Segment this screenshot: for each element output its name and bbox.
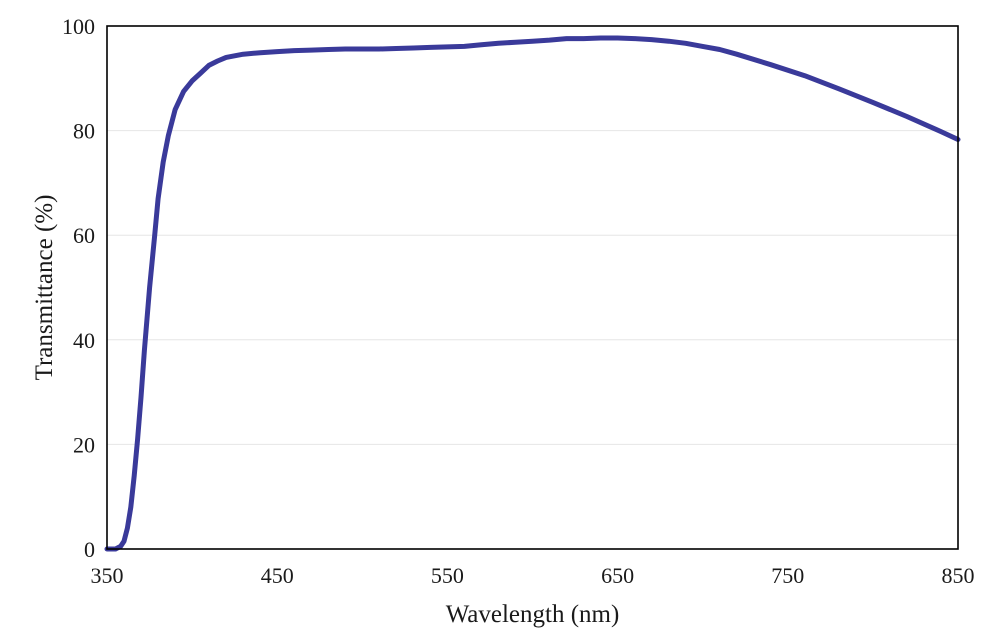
x-tick-label: 650: [601, 563, 634, 588]
plot-frame: [106, 25, 959, 550]
x-tick-label: 750: [771, 563, 804, 588]
x-tick-labels: 350 450 550 650 750 850: [91, 563, 975, 588]
series-layer: [104, 35, 961, 552]
x-tick-label: 450: [261, 563, 294, 588]
x-tick-label: 350: [91, 563, 124, 588]
grid-lines: [107, 130, 958, 445]
y-tick-labels: 0 20 40 60 80 100: [62, 14, 95, 562]
x-tick-label: 850: [942, 563, 975, 588]
y-tick-label: 40: [73, 328, 95, 353]
x-axis-title: Wavelength (nm): [446, 601, 620, 628]
x-tick-label: 550: [431, 563, 464, 588]
y-tick-label: 80: [73, 119, 95, 144]
y-tick-label: 100: [62, 14, 95, 39]
y-tick-label: 60: [73, 223, 95, 248]
transmittance-series-line: [104, 35, 961, 552]
y-tick-label: 20: [73, 432, 95, 457]
y-axis-title: Transmittance (%): [31, 195, 58, 381]
y-tick-label: 0: [84, 537, 95, 562]
